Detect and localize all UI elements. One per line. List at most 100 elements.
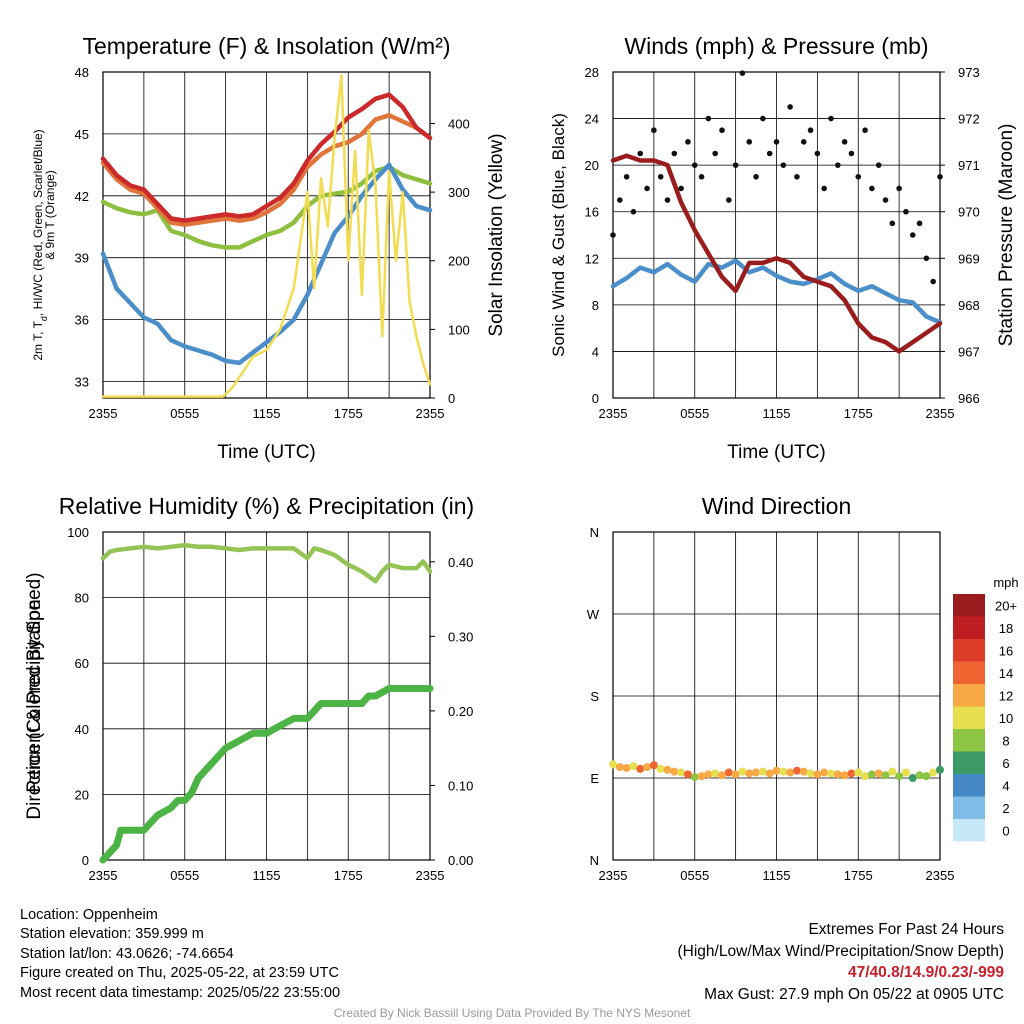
y2-tick-label: 971 [958,158,980,173]
station-info: Location: Oppenheim Station elevation: 3… [20,906,340,1003]
chart-title-2: Relative Humidity (%) & Precipitation (i… [59,493,474,519]
y2-tick-label: 967 [958,344,980,359]
gust-point [630,208,637,215]
x-tick-label: 1155 [763,406,791,421]
colorbar-label: 4 [1002,778,1009,793]
gust-point [773,139,780,145]
direction-point [649,761,658,770]
series-line [610,153,943,354]
gust-point [889,220,896,227]
colorbar-title: mph [993,575,1018,590]
gust-point [705,115,712,122]
x-tick-label: 2355 [599,406,628,421]
y2-tick-label: 0.30 [448,629,473,644]
direction-point [636,764,645,773]
gust-point [848,150,855,157]
y-tick-label: 28 [585,65,599,80]
y-tick-label: 0 [82,853,89,868]
y-axis-label-line2: & 9m T (Orange) [43,170,57,260]
series-line [100,542,433,584]
colorbar-swatch [953,729,985,752]
gust-point [685,139,691,145]
y2-tick-label: 300 [448,185,470,200]
gust-point [726,197,732,203]
y-tick-label: 39 [75,251,89,266]
y2-tick-label: 400 [448,116,470,131]
y-tick-label: 0 [592,391,599,406]
x-axis-label: Time (UTC) [217,442,316,463]
y-tick-label: 8 [592,298,599,313]
gust-point [644,185,650,192]
colorbar-label: 12 [999,688,1013,703]
y2-tick-label: 100 [448,322,470,337]
colorbar-swatch [953,796,985,819]
y2-tick-label: 0 [448,391,455,406]
direction-point [724,768,733,777]
y2-tick-label: 0.40 [448,555,473,570]
gust-point [691,162,698,168]
x-tick-label: 0555 [170,406,199,421]
extremes-panel: Extremes For Past 24 Hours (High/Low/Max… [678,919,1005,1005]
y-tick-label: 80 [75,591,89,606]
y2-tick-label: 966 [958,391,980,406]
gust-point [753,173,759,180]
x-tick-label: 1155 [253,868,281,883]
direction-point [697,772,706,781]
x-tick-label: 1155 [253,406,281,421]
gust-point [882,197,889,203]
x-tick-label: 2355 [599,868,628,883]
gust-point [637,150,644,157]
series-line [610,258,943,325]
direction-point [718,771,726,780]
colorbar-label: 8 [1002,733,1009,748]
direction-point [622,763,631,772]
y-axis-label-part: , HI/WC (Red, Green, Scarlet/Blue) [31,129,45,316]
y-tick-label: 60 [75,656,89,671]
x-tick-label: 2355 [89,868,118,883]
gust-point [916,220,923,227]
direction-point [677,768,686,777]
x-tick-label: 1755 [334,868,363,883]
gust-point [719,127,725,134]
y-tick-label: 40 [75,722,89,737]
chart-title-1: Winds (mph) & Pressure (mb) [624,33,928,59]
y-tick-label: W [587,607,600,622]
colorbar-swatch [953,639,985,662]
direction-point [745,769,754,778]
y2-tick-label: 969 [958,251,980,266]
gust-point [923,255,930,262]
series-line [101,74,432,398]
y-axis-label: Percent & Precipitation [24,599,45,792]
direction-point [799,767,808,776]
direction-point [847,769,856,778]
gust-point [814,150,821,157]
colorbar-swatch [953,819,985,842]
gust-point [651,127,657,134]
direction-point [752,768,761,777]
series-line [99,685,434,864]
direction-point [936,765,944,774]
direction-point [915,771,924,780]
direction-point [792,766,801,775]
direction-point [813,770,822,779]
gust-point [909,232,916,238]
direction-point [731,770,740,779]
gust-point [671,150,678,157]
series-line [100,113,433,227]
direction-point [663,765,672,774]
y-tick-label: 12 [585,251,599,266]
y-tick-label: N [590,853,599,868]
latlon-text: Station lat/lon: 43.0626; -74.6654 [20,945,234,962]
colorbar-swatch [953,594,985,617]
direction-point [881,771,890,780]
colorbar-label: 2 [1002,801,1009,816]
direction-point [874,769,883,778]
y2-tick-label: 0.10 [448,778,473,793]
direction-point [806,769,815,778]
colorbar-label: 14 [999,666,1013,681]
y2-tick-label: 973 [958,65,980,80]
direction-point [786,768,795,777]
gust-point [664,197,671,203]
gust-point [698,173,705,180]
